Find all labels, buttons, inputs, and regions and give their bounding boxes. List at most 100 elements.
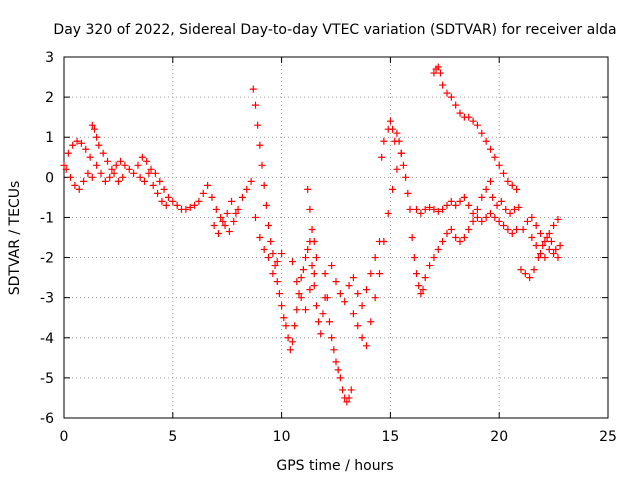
data-point — [345, 394, 353, 402]
data-point — [221, 221, 229, 229]
data-point — [465, 225, 473, 233]
y-tick-label: 2 — [45, 90, 54, 106]
data-point — [413, 205, 421, 213]
data-point — [243, 185, 251, 193]
data-point — [354, 322, 362, 330]
data-point — [254, 121, 262, 129]
data-point — [482, 185, 490, 193]
data-point — [447, 197, 455, 205]
data-point — [486, 177, 494, 185]
data-point — [349, 310, 357, 318]
data-point — [417, 209, 425, 217]
data-point — [545, 246, 553, 254]
data-point — [493, 201, 501, 209]
data-point — [473, 205, 481, 213]
data-point — [447, 93, 455, 101]
data-point — [456, 109, 464, 117]
data-point — [256, 234, 264, 241]
data-point — [299, 266, 307, 274]
data-point — [288, 338, 296, 346]
data-point — [367, 270, 375, 278]
data-point — [515, 203, 523, 211]
data-point — [456, 197, 464, 205]
data-point — [308, 262, 316, 270]
data-point — [469, 217, 477, 225]
data-point — [156, 177, 164, 185]
data-point — [114, 177, 122, 185]
data-point — [528, 234, 536, 241]
data-point — [302, 306, 310, 314]
data-point — [491, 213, 499, 221]
data-point — [543, 234, 551, 241]
data-point — [415, 282, 423, 290]
data-point — [214, 229, 222, 237]
data-point — [439, 238, 447, 246]
data-point — [393, 165, 401, 173]
data-point — [358, 302, 366, 310]
data-point — [430, 69, 438, 77]
data-point — [434, 63, 442, 71]
data-point — [534, 254, 542, 262]
data-point — [162, 201, 170, 209]
data-point — [265, 221, 273, 229]
data-point — [191, 201, 199, 209]
data-point — [312, 254, 320, 262]
data-point — [269, 270, 277, 278]
data-point — [219, 217, 227, 225]
data-point — [293, 306, 301, 314]
data-point — [430, 205, 438, 213]
y-tick-label: 3 — [45, 50, 54, 66]
data-point — [84, 169, 92, 177]
data-point — [77, 139, 85, 147]
data-point — [334, 366, 342, 374]
data-point — [195, 197, 203, 205]
data-point — [349, 274, 357, 282]
data-point — [519, 225, 527, 233]
data-point — [80, 177, 88, 185]
data-point — [101, 177, 109, 185]
data-point — [376, 270, 384, 278]
data-point — [164, 193, 172, 201]
data-point — [443, 201, 451, 209]
data-point — [469, 209, 477, 217]
data-point — [93, 161, 101, 169]
data-point — [430, 254, 438, 262]
data-point — [434, 246, 442, 254]
data-point — [513, 225, 521, 233]
x-tick-label: 15 — [381, 429, 399, 445]
data-point — [304, 185, 312, 193]
data-point — [199, 189, 207, 197]
data-point — [517, 266, 525, 274]
data-point — [539, 242, 547, 250]
data-point — [332, 278, 340, 286]
data-point — [147, 165, 155, 173]
data-point — [317, 330, 325, 338]
data-point — [421, 274, 429, 282]
data-point — [117, 157, 125, 165]
data-point — [545, 229, 553, 237]
y-axis-label: SDTVAR / TECUs — [7, 181, 23, 296]
x-tick-label: 10 — [273, 429, 291, 445]
data-point — [260, 246, 268, 254]
data-point — [88, 121, 96, 129]
data-point — [328, 262, 336, 270]
data-point — [443, 229, 451, 237]
data-point — [95, 141, 103, 149]
data-point — [426, 262, 434, 270]
data-point — [112, 161, 120, 169]
data-point — [532, 221, 540, 229]
data-point — [312, 302, 320, 310]
data-point — [295, 290, 303, 298]
data-point — [121, 161, 129, 169]
data-point — [315, 318, 323, 326]
data-point — [406, 205, 414, 213]
data-point — [362, 342, 370, 350]
data-point — [386, 117, 394, 125]
data-point — [371, 294, 379, 302]
y-tick-label: -1 — [40, 210, 54, 226]
y-tick-label: -6 — [40, 411, 54, 427]
data-point — [310, 270, 318, 278]
data-point — [265, 254, 273, 262]
